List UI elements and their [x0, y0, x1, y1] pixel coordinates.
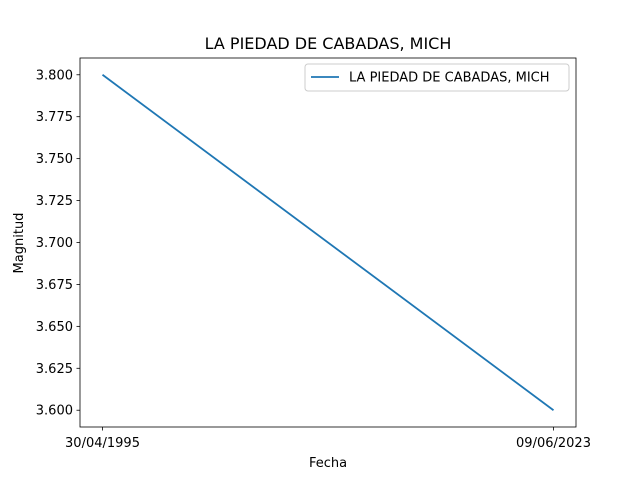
y-tick-label: 3.675 [36, 278, 73, 293]
legend-label: LA PIEDAD DE CABADAS, MICH [349, 71, 550, 86]
y-axis-label: Magnitud [12, 213, 27, 274]
series-line [101, 74, 555, 411]
plot-area: 3.600 3.625 3.650 3.675 3.700 3.725 3.750 3.775… [36, 57, 591, 451]
y-tick-label: 3.800 [36, 68, 73, 83]
plot-frame [79, 57, 577, 428]
legend-box [304, 63, 570, 92]
y-tick-label: 3.650 [36, 320, 73, 335]
y-tick-label: 3.625 [36, 362, 73, 377]
y-tick-label: 3.700 [36, 236, 73, 251]
y-tick-label: 3.725 [36, 194, 73, 209]
y-tick-label: 3.775 [36, 110, 73, 125]
x-tick-label: 09/06/2023 [516, 436, 591, 451]
legend: LA PIEDAD DE CABADAS, MICH [304, 63, 570, 92]
y-tick-label: 3.750 [36, 152, 73, 167]
chart-title: LA PIEDAD DE CABADAS, MICH [205, 34, 452, 53]
x-axis-label: Fecha [309, 456, 347, 471]
y-tick-label: 3.600 [36, 404, 73, 419]
x-tick-label: 30/04/1995 [65, 436, 140, 451]
